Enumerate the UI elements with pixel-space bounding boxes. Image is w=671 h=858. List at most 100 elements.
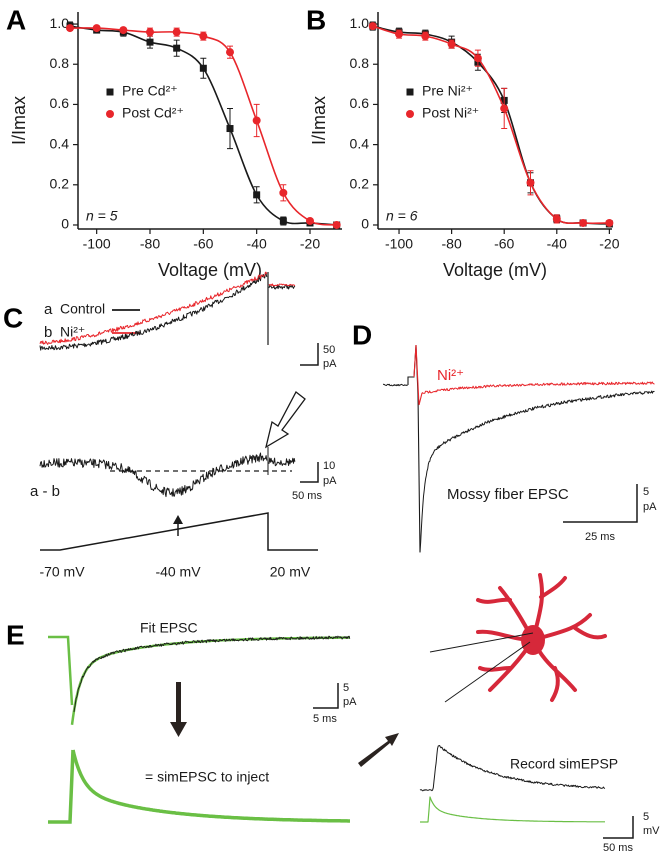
voltage-label: 20 mV — [270, 564, 311, 580]
scale-label: mV — [643, 825, 660, 837]
trace — [421, 381, 655, 394]
voltage-label: -40 mV — [155, 564, 201, 580]
data-point — [172, 28, 181, 37]
trace-label: = simEPSC to inject — [145, 769, 269, 785]
data-point — [119, 26, 128, 35]
legend-label: Post Cd²⁺ — [122, 105, 184, 121]
scale-label: pA — [643, 501, 657, 513]
data-point — [279, 188, 288, 197]
data-point — [473, 54, 482, 63]
data-point — [66, 24, 74, 33]
trace — [73, 635, 351, 712]
x-tick-label: -40 — [247, 236, 267, 252]
trace-label: a - b — [30, 483, 60, 500]
data-point — [500, 104, 509, 113]
x-tick-label: -20 — [599, 236, 619, 252]
scale-bar — [300, 462, 319, 483]
trace — [268, 457, 296, 467]
panel-label: A — [6, 4, 26, 35]
x-axis-label: Voltage (mV) — [443, 260, 547, 280]
trace — [268, 283, 296, 287]
scale-label: 10 — [323, 460, 335, 472]
neuron — [476, 573, 607, 702]
trace — [39, 271, 268, 345]
data-point — [199, 32, 208, 41]
y-tick-label: 0.8 — [350, 55, 370, 71]
scale-label: 50 ms — [292, 490, 322, 502]
data-point — [395, 30, 404, 39]
legend-label: Ni²⁺ — [60, 324, 85, 340]
voltage-label: -70 mV — [39, 564, 85, 580]
data-point — [253, 191, 261, 199]
y-tick-label: 0.8 — [50, 55, 70, 71]
x-tick-label: -40 — [547, 236, 567, 252]
trace-label: Fit EPSC — [140, 620, 198, 636]
sim-trace — [420, 796, 605, 823]
arrow-head — [173, 515, 183, 524]
scale-bar — [313, 683, 339, 709]
scale-label: 5 — [643, 811, 649, 823]
y-axis-label: I/Imax — [309, 96, 329, 145]
sim-trace — [48, 749, 75, 824]
data-point — [279, 217, 287, 225]
legend-label: Post Ni²⁺ — [422, 105, 479, 121]
data-point — [173, 44, 181, 52]
scale-bar — [300, 343, 319, 366]
scale-label: pA — [343, 696, 357, 708]
scale-label: 25 ms — [585, 531, 615, 543]
scale-label: pA — [323, 475, 337, 487]
y-tick-label: 0.4 — [350, 135, 370, 151]
annotation: n = 6 — [386, 208, 418, 224]
scale-label: 5 — [343, 682, 349, 694]
y-tick-label: 0.6 — [50, 95, 70, 111]
record-trace — [419, 745, 606, 792]
data-point — [368, 22, 377, 31]
y-tick-label: 0.2 — [50, 175, 70, 191]
fit-line — [372, 25, 610, 225]
panel-label: D — [352, 319, 372, 350]
fit-trace — [48, 635, 74, 706]
x-tick-label: -100 — [83, 236, 111, 252]
trace — [268, 284, 296, 290]
trace — [39, 452, 268, 498]
scale-label: pA — [323, 358, 337, 370]
fit-trace — [70, 636, 351, 725]
y-tick-label: 0.4 — [50, 135, 70, 151]
data-point — [146, 28, 154, 37]
fit-line — [69, 25, 337, 226]
x-tick-label: -100 — [385, 236, 413, 252]
data-point — [226, 125, 234, 133]
data-point — [92, 24, 101, 33]
trace-label: Ni²⁺ — [437, 367, 464, 384]
y-tick-label: 1.0 — [350, 15, 370, 31]
fit-line — [372, 25, 610, 225]
data-point — [579, 218, 588, 227]
x-tick-label: -80 — [442, 236, 462, 252]
x-tick-label: -60 — [193, 236, 213, 252]
y-tick-label: 0.2 — [350, 175, 370, 191]
data-point — [146, 38, 154, 46]
arrow — [265, 391, 306, 449]
trace — [39, 273, 268, 351]
annotation: n = 5 — [86, 208, 118, 224]
legend-key: a — [44, 301, 53, 318]
y-tick-label: 0 — [61, 216, 69, 232]
data-point — [526, 178, 535, 187]
data-point — [199, 64, 207, 72]
panel-label: B — [306, 4, 326, 35]
legend-marker — [406, 110, 414, 118]
y-axis-label: I/Imax — [9, 96, 29, 145]
panel-label: E — [6, 619, 25, 650]
arrow — [170, 682, 187, 737]
fit-line — [69, 27, 337, 226]
x-tick-label: -20 — [300, 236, 320, 252]
scale-label: 5 — [643, 486, 649, 498]
x-tick-label: -60 — [494, 236, 514, 252]
data-point — [306, 216, 314, 225]
scale-bar — [563, 484, 638, 523]
soma — [521, 625, 545, 655]
scale-label: 5 ms — [313, 713, 337, 725]
legend-label: Pre Ni²⁺ — [422, 83, 473, 99]
trace — [419, 390, 655, 553]
legend-marker — [406, 88, 414, 96]
